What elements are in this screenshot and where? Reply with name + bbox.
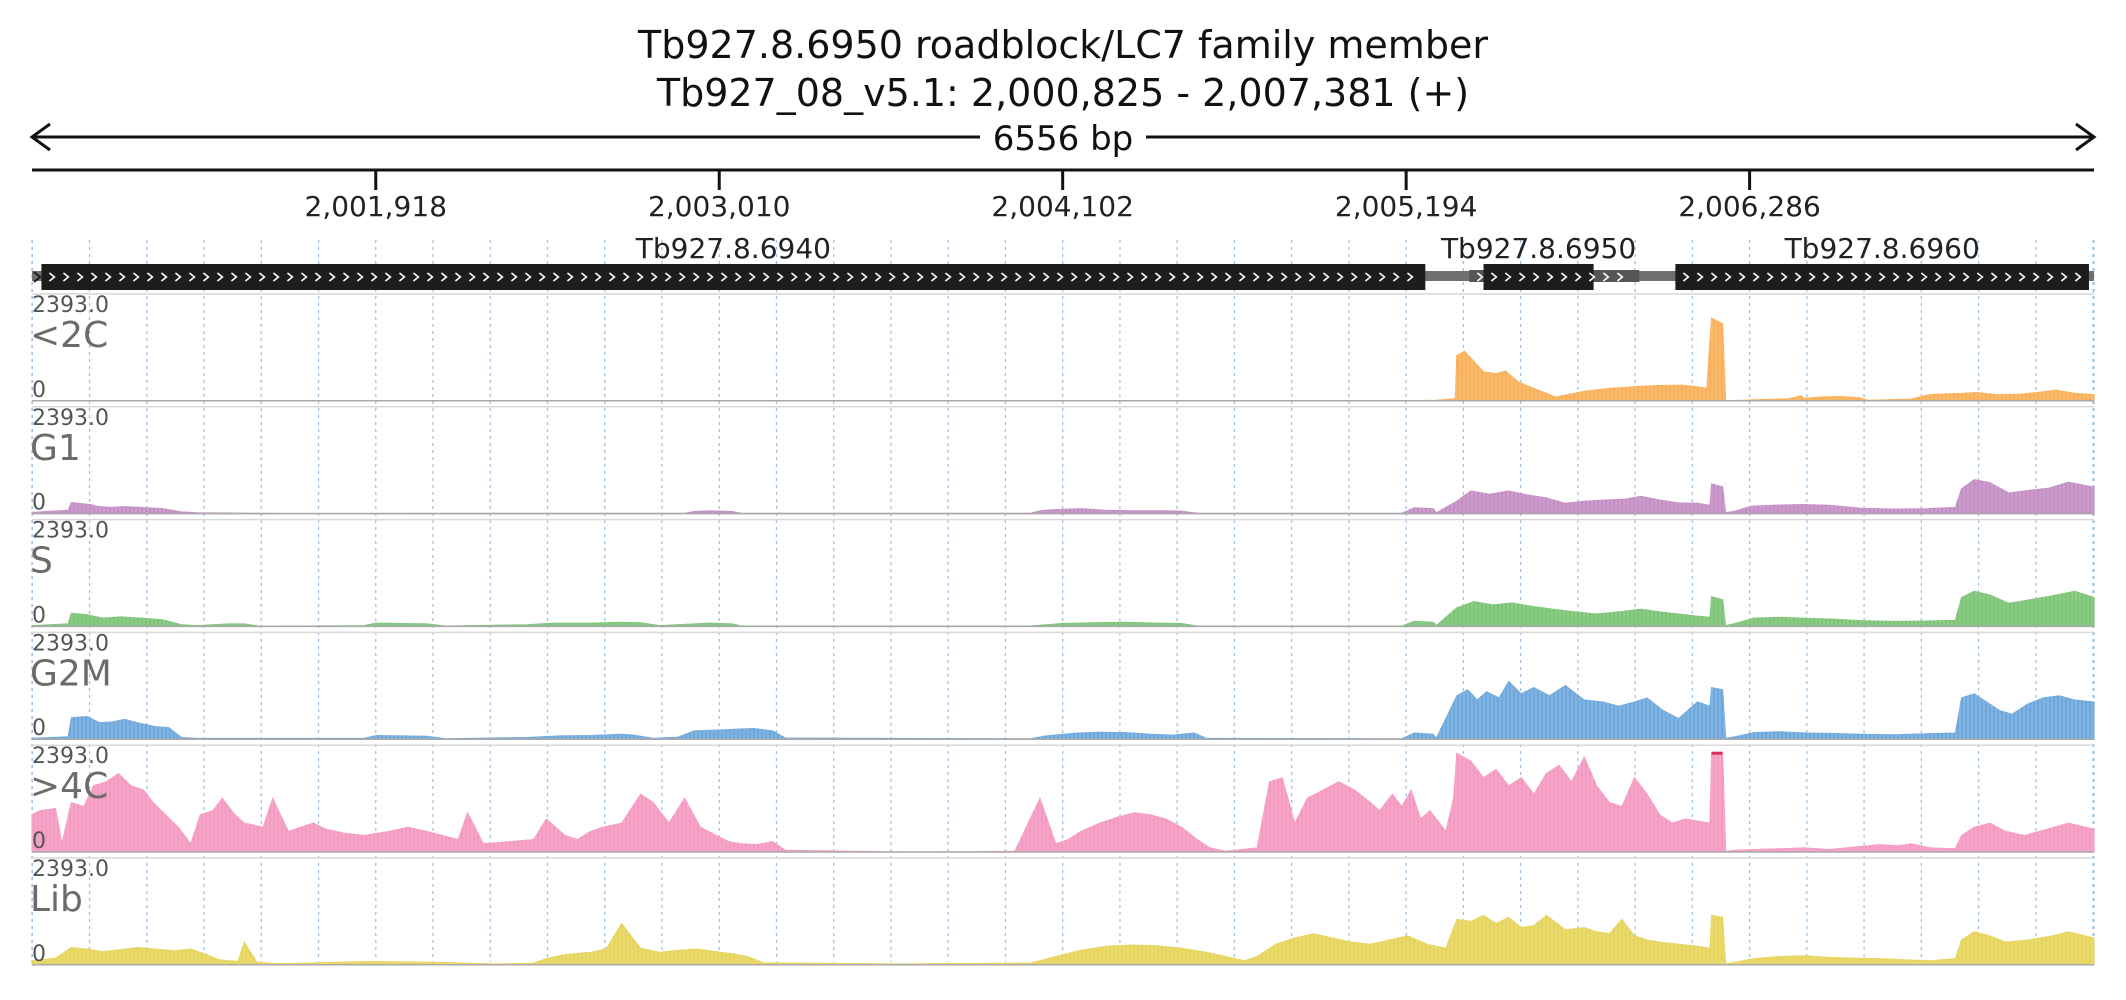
axis-tick-label: 2,006,286 bbox=[1678, 190, 1821, 223]
track-name: >4C bbox=[30, 766, 108, 807]
track-max-label: 2393.0 bbox=[32, 857, 109, 882]
strand-arrow-icon bbox=[1476, 272, 1624, 282]
coverage-area bbox=[31, 590, 2095, 627]
track: 2393.0 0 G2M bbox=[30, 631, 2095, 741]
track-name: <2C bbox=[30, 315, 108, 356]
coverage-bins bbox=[32, 591, 2093, 627]
gene-body[interactable] bbox=[1675, 264, 2089, 290]
gene-body[interactable] bbox=[41, 264, 1426, 290]
gene-title: Tb927.8.6950 roadblock/LC7 family member bbox=[637, 23, 1488, 67]
track-max-label: 2393.0 bbox=[32, 631, 109, 656]
span-length-label: 6556 bp bbox=[993, 119, 1134, 159]
gene-location: Tb927_08_v5.1: 2,000,825 - 2,007,381 (+) bbox=[656, 71, 1469, 115]
coverage-area bbox=[31, 914, 2095, 966]
coverage-bins bbox=[32, 681, 2093, 740]
track-max-label: 2393.0 bbox=[32, 744, 109, 769]
strand-start-icon bbox=[33, 271, 42, 283]
axis-tick-label: 2,005,194 bbox=[1335, 190, 1478, 223]
track-min-label: 0 bbox=[32, 603, 46, 628]
track-min-label: 0 bbox=[32, 491, 46, 516]
track-name: Lib bbox=[30, 879, 83, 920]
track: 2393.0 0 G1 bbox=[30, 406, 2095, 516]
gene-label: Tb927.8.6950 bbox=[1440, 232, 1636, 265]
track-max-label: 2393.0 bbox=[32, 519, 109, 544]
coverage-area bbox=[31, 680, 2095, 740]
track-min-label: 0 bbox=[32, 716, 46, 741]
axis-tick-label: 2,003,010 bbox=[648, 190, 791, 223]
coverage-bins bbox=[32, 915, 2093, 965]
coverage-area bbox=[32, 317, 2095, 402]
track-min-label: 0 bbox=[32, 942, 46, 967]
track-name: S bbox=[30, 541, 53, 582]
strand-arrow-icon bbox=[1682, 272, 2082, 282]
axis-tick-label: 2,004,102 bbox=[991, 190, 1134, 223]
span-ruler: 6556 bp bbox=[29, 119, 2097, 159]
track-min-label: 0 bbox=[32, 829, 46, 854]
coverage-bins bbox=[32, 318, 2093, 401]
grid-lines bbox=[31, 240, 2095, 962]
gene-track: Tb927.8.6940 Tb927.8.6950 Tb927.8.6960 bbox=[32, 232, 2094, 290]
span-arrow-right-icon bbox=[2075, 122, 2097, 152]
coverage-bins bbox=[32, 479, 2093, 514]
track: 2393.0 0 <2C bbox=[30, 293, 2095, 403]
axis-tick-label: 2,001,918 bbox=[305, 190, 448, 223]
gene-label: Tb927.8.6960 bbox=[1784, 232, 1980, 265]
strand-arrow-icon bbox=[48, 272, 1414, 282]
span-arrow-left-icon bbox=[29, 122, 51, 152]
track-name: G2M bbox=[30, 653, 112, 694]
coverage-tracks: 2393.00<2C2393.00G12393.00S2393.00G2M239… bbox=[30, 293, 2095, 967]
track-name: G1 bbox=[30, 428, 81, 469]
track: 2393.0 0 Lib bbox=[30, 857, 2095, 967]
track: 2393.0 0 S bbox=[30, 519, 2095, 628]
track-min-label: 0 bbox=[32, 378, 46, 403]
gene-label: Tb927.8.6940 bbox=[635, 232, 831, 265]
track: 2393.0 0 >4C bbox=[30, 744, 2095, 854]
track-max-label: 2393.0 bbox=[32, 406, 109, 431]
position-axis: 2,001,918 2,003,010 2,004,102 2,005,194 2,00… bbox=[32, 168, 2094, 223]
track-max-label: 2393.0 bbox=[32, 293, 109, 318]
